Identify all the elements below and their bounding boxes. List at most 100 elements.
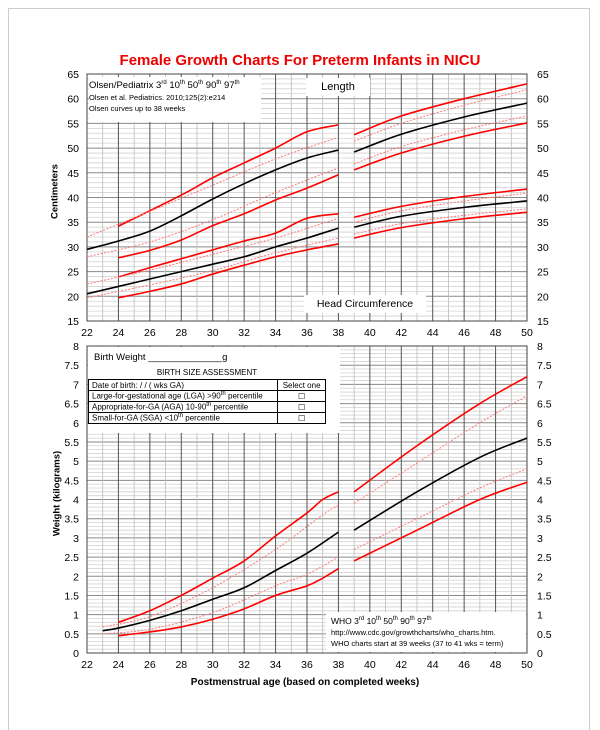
y-tick-label-left: 65 xyxy=(67,69,79,81)
x-tick-label: 32 xyxy=(238,659,250,671)
y-tick-label-right: 65 xyxy=(537,69,549,81)
y-tick-label-left: 25 xyxy=(67,267,79,279)
lga-checkbox[interactable]: ☐ xyxy=(277,390,326,402)
head-olsen-solid-red-curve xyxy=(118,243,339,299)
x-tick-label: 32 xyxy=(238,327,250,339)
y-tick-label-right: 0 xyxy=(537,648,543,660)
birth-weight-field[interactable]: Birth Weight ______________g xyxy=(94,352,228,363)
y-tick-label-right: 7.5 xyxy=(537,360,552,372)
y-tick-label-right: 6 xyxy=(537,418,543,430)
weight-olsen-dotted-red-curve xyxy=(102,556,339,635)
sga-checkbox[interactable]: ☐ xyxy=(277,412,326,424)
y-tick-label-right: 50 xyxy=(537,143,549,155)
y-tick-label-right: 55 xyxy=(537,118,549,130)
y-tick-label-left: 0.5 xyxy=(64,629,79,641)
select-one-header: Select one xyxy=(277,379,326,391)
who-legend-line3: WHO charts start at 39 weeks (37 to 41 w… xyxy=(331,639,504,648)
length-label: Length xyxy=(306,78,370,96)
x-tick-label: 34 xyxy=(270,659,282,671)
y-tick-label-left: 45 xyxy=(67,168,79,180)
x-tick-label: 34 xyxy=(270,327,282,339)
birth-size-assessment: Birth Weight ______________g BIRTH SIZE … xyxy=(87,347,340,433)
assessment-heading: BIRTH SIZE ASSESSMENT xyxy=(156,368,258,377)
y-tick-label-right: 4 xyxy=(537,495,543,507)
x-tick-label: 36 xyxy=(301,659,313,671)
page-frame xyxy=(8,8,590,730)
weight-who-dotted-red-curve xyxy=(353,395,528,504)
y-tick-label-right: 60 xyxy=(537,94,549,106)
y-tick-label-left: 60 xyxy=(67,94,79,106)
head-who-dotted-red-curve xyxy=(354,208,528,235)
x-tick-label: 40 xyxy=(364,659,376,671)
weight-who-solid-red-curve xyxy=(353,481,528,562)
olsen-legend: Olsen/Pediatrix 3rd 10th 50th 90th 97th … xyxy=(89,77,261,122)
olsen-legend-line2: Olsen et al. Pediatrics. 2010;125(2):e21… xyxy=(89,93,226,103)
x-tick-label: 40 xyxy=(364,327,376,339)
x-tick-label: 26 xyxy=(144,659,156,671)
length-olsen-solid-red-curve xyxy=(118,174,339,259)
who-legend: WHO 3rd 10th 50th 90th 97th http://www.c… xyxy=(326,612,526,652)
y-tick-label-left: 50 xyxy=(67,143,79,155)
length-olsen-solid-red-curve xyxy=(118,124,339,227)
y-tick-label-left: 1.5 xyxy=(64,590,79,602)
y-tick-label-left: 2 xyxy=(73,571,79,583)
y-tick-label-left: 40 xyxy=(67,193,79,205)
y-tick-label-left: 3 xyxy=(73,533,79,545)
y-tick-label-right: 3.5 xyxy=(537,514,552,526)
x-tick-label: 22 xyxy=(81,659,93,671)
y-tick-label-right: 40 xyxy=(537,193,549,205)
x-tick-label: 26 xyxy=(144,327,156,339)
y-tick-label-right: 5 xyxy=(537,456,543,468)
length-who-dotted-red-curve xyxy=(353,115,528,165)
y-tick-label-right: 1 xyxy=(537,610,543,622)
y-tick-label-left: 35 xyxy=(67,217,79,229)
olsen-legend-line1: Olsen/Pediatrix 3rd 10th 50th 90th 97th xyxy=(89,80,240,92)
y-tick-label-left: 7 xyxy=(73,379,79,391)
page-title: Female Growth Charts For Preterm Infants… xyxy=(119,52,481,69)
x-tick-label: 28 xyxy=(175,659,187,671)
sga-label: Small-for-GA (SGA) <10th percentile xyxy=(87,412,279,424)
y-axis-label-weight: Weight (kilograms) xyxy=(51,450,63,537)
y-tick-label-left: 3.5 xyxy=(64,514,79,526)
weight-olsen-solid-red-curve xyxy=(118,491,339,624)
head-who-solid-red-curve xyxy=(353,188,528,219)
y-tick-label-right: 7 xyxy=(537,379,543,391)
length-olsen-dotted-red-curve xyxy=(86,167,339,258)
y-tick-label-right: 15 xyxy=(537,316,549,328)
x-tick-label: 48 xyxy=(490,327,502,339)
y-tick-label-right: 30 xyxy=(537,242,549,254)
y-tick-label-right: 4.5 xyxy=(537,475,552,487)
y-tick-label-right: 2 xyxy=(537,571,543,583)
head-who-solid-red-curve xyxy=(353,211,528,239)
y-tick-label-left: 20 xyxy=(67,291,79,303)
aga-checkbox[interactable]: ☐ xyxy=(277,401,326,413)
who-legend-line1: WHO 3rd 10th 50th 90th 97th xyxy=(331,616,432,626)
y-tick-label-right: 35 xyxy=(537,217,549,229)
length-olsen-dotted-red-curve xyxy=(86,136,339,238)
length-olsen-black-curve xyxy=(86,149,339,251)
x-tick-label: 46 xyxy=(458,659,470,671)
date-of-birth-field[interactable]: Date of birth: / / ( wks GA) xyxy=(87,379,279,391)
y-tick-label-left: 30 xyxy=(67,242,79,254)
y-tick-label-left: 1 xyxy=(73,610,79,622)
head-who-black-curve xyxy=(353,200,528,228)
x-tick-label: 30 xyxy=(207,327,219,339)
head-olsen-solid-red-curve xyxy=(118,213,339,278)
x-tick-label: 46 xyxy=(458,327,470,339)
assessment-table: Date of birth: / / ( wks GA) Select one L… xyxy=(87,379,326,424)
x-tick-label: 36 xyxy=(301,327,313,339)
x-tick-label: 44 xyxy=(427,327,439,339)
y-tick-label-right: 1.5 xyxy=(537,590,552,602)
length-who-dotted-red-curve xyxy=(353,89,528,142)
weight-olsen-black-curve xyxy=(102,531,339,632)
weight-who-dotted-red-curve xyxy=(353,468,528,550)
x-tick-label: 50 xyxy=(521,327,533,339)
y-tick-label-right: 20 xyxy=(537,291,549,303)
y-tick-label-left: 15 xyxy=(67,316,79,328)
y-tick-label-right: 0.5 xyxy=(537,629,552,641)
x-tick-label: 42 xyxy=(395,659,407,671)
y-tick-label-left: 7.5 xyxy=(64,360,79,372)
x-tick-label: 24 xyxy=(113,327,125,339)
plot-border xyxy=(86,345,528,654)
